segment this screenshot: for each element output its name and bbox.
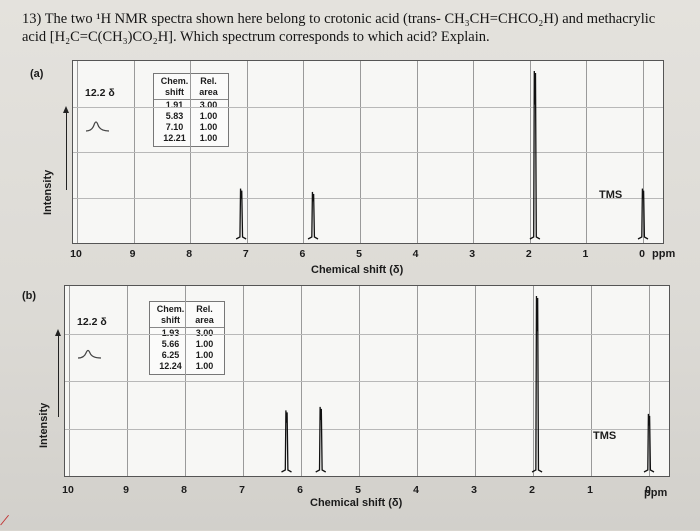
table-row: 1.91 3.00 xyxy=(165,100,218,110)
x-tick-label: 3 xyxy=(471,484,477,496)
spectrum-svg xyxy=(235,70,649,240)
panel-b-table-header-shift: Chem. shift xyxy=(156,304,185,325)
x-tick-label: 7 xyxy=(242,248,249,260)
table-row: 1.93 3.00 xyxy=(161,328,214,338)
panel-a-inset-note: 12.2 δ xyxy=(85,87,115,99)
spectrum-peak-0 xyxy=(235,188,247,240)
x-tick-label: 0 xyxy=(639,248,645,260)
x-tick-label: 7 xyxy=(239,484,245,496)
panel-a-y-label: Intensity xyxy=(42,169,54,215)
panel-b-inset-peak xyxy=(77,349,102,359)
x-tick-label: 2 xyxy=(529,484,535,496)
panel-a-table-header-shift: Chem. shift xyxy=(160,76,189,97)
x-tick-label: 3 xyxy=(469,248,476,260)
spectrum-peak-3 xyxy=(637,188,649,240)
table-row: 12.24 1.00 xyxy=(159,361,214,371)
panel-b-inset-note: 12.2 δ xyxy=(77,316,107,328)
x-tick-label: 1 xyxy=(587,484,593,496)
x-tick-label: 2 xyxy=(525,248,532,260)
panel-b-data-table: Chem. shift Rel. area 1.93 3.00 5.66 1.00 … xyxy=(149,301,225,375)
spectrum-peak-3 xyxy=(643,413,655,473)
grid-line-horizontal xyxy=(73,106,663,108)
panel-b-label: (b) xyxy=(22,290,37,302)
panel-b-y-arrow xyxy=(55,329,61,417)
table-row: 5.66 1.00 xyxy=(161,339,214,349)
x-tick-label: 9 xyxy=(129,248,136,260)
grid-line-horizontal xyxy=(65,428,669,430)
panel-a-y-arrow xyxy=(63,106,69,190)
x-tick-label: 6 xyxy=(299,248,306,260)
spectrum-svg xyxy=(281,295,655,473)
x-tick-label: 4 xyxy=(412,248,419,260)
x-tick-label: 0 xyxy=(645,484,651,496)
table-row: 6.25 1.00 xyxy=(161,350,214,360)
panel-b-plot-area: 12.2 δ Chem. shift Rel. area 1.93 3.00 5.… xyxy=(64,285,670,477)
table-row: 5.83 1.00 xyxy=(165,111,218,121)
pen-mark: / xyxy=(0,509,11,531)
spectrum-peak-1 xyxy=(307,191,319,240)
grid-line-horizontal xyxy=(65,381,669,382)
panel-a-plot-area: 12.2 δ Chem. shift Rel. area 1.91 3.00 5.… xyxy=(72,60,664,244)
x-tick-label: 10 xyxy=(62,484,74,496)
panel-b-tms-label: TMS xyxy=(593,430,617,442)
grid-line-horizontal xyxy=(73,197,663,199)
panel-a-label: (a) xyxy=(30,68,44,80)
spectrum-peak-2 xyxy=(531,295,543,473)
spectrum-peak-2 xyxy=(529,70,541,240)
x-tick-label: 1 xyxy=(582,248,589,260)
panel-b-table-header-area: Rel. area xyxy=(195,304,214,325)
panel-a-x-unit: ppm xyxy=(652,248,676,260)
table-row: 12.21 1.00 xyxy=(163,133,218,143)
x-tick-label: 4 xyxy=(413,484,419,496)
panel-b-x-label: Chemical shift (δ) xyxy=(310,497,403,509)
panel-b-x-unit: ppm xyxy=(644,487,668,499)
grid-line-horizontal xyxy=(65,333,669,335)
panel-a-inset-peak xyxy=(85,121,110,132)
panel-a-table-header-area: Rel. area xyxy=(199,76,218,97)
x-tick-label: 5 xyxy=(356,248,362,260)
x-tick-label: 9 xyxy=(123,484,129,496)
panel-a-x-label: Chemical shift (δ) xyxy=(311,264,404,276)
grid-line-horizontal xyxy=(73,152,663,153)
x-tick-label: 6 xyxy=(297,484,303,496)
x-tick-label: 8 xyxy=(181,484,187,496)
spectrum-peak-1 xyxy=(315,406,327,473)
panel-b-y-label: Intensity xyxy=(38,402,50,448)
x-tick-label: 10 xyxy=(70,248,82,260)
x-tick-label: 8 xyxy=(186,248,193,260)
question-text: 13) The two ¹H NMR spectra shown here be… xyxy=(22,11,656,45)
spectrum-peak-0 xyxy=(281,410,292,473)
table-row: 7.10 1.00 xyxy=(165,122,218,132)
x-tick-label: 5 xyxy=(355,484,361,496)
